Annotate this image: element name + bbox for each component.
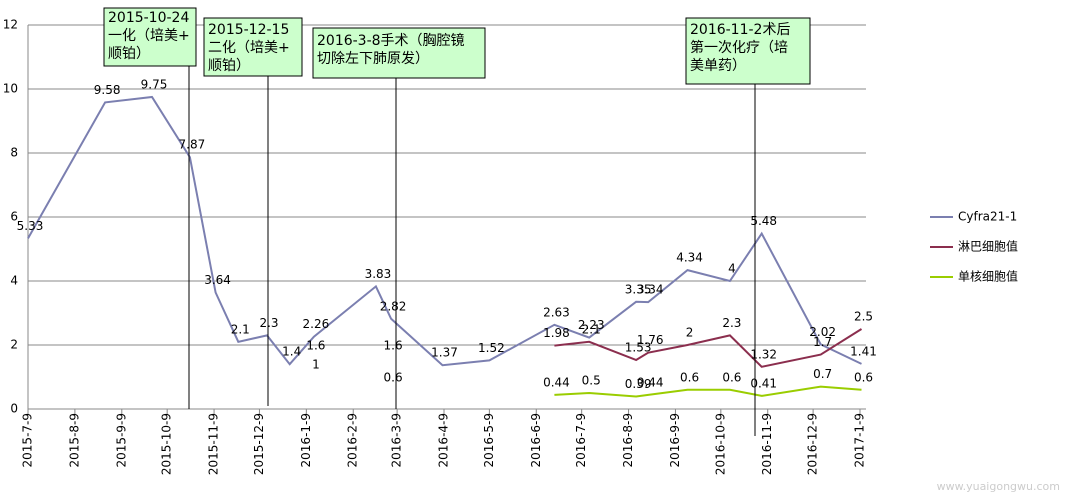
x-tick-label: 2016-6-9 <box>529 413 543 467</box>
data-label: 1.98 <box>543 326 570 340</box>
series-line <box>27 95 862 367</box>
y-tick-label: 8 <box>10 146 18 160</box>
data-label: 2.23 <box>578 318 605 332</box>
x-tick-label: 2015-11-9 <box>207 413 221 475</box>
data-label: 1.32 <box>750 347 777 361</box>
data-label: 3.34 <box>637 283 664 297</box>
annotation-box <box>103 7 197 67</box>
data-label: 1.4 <box>282 345 301 359</box>
watermark: www.yuaigongwu.com <box>937 480 1060 493</box>
series-line <box>554 385 862 398</box>
data-label: 1.37 <box>431 346 458 360</box>
data-label: 1 <box>312 358 320 372</box>
x-tick-label: 2016-9-9 <box>668 413 682 467</box>
data-label: 2 <box>686 326 694 340</box>
data-label: 9.75 <box>141 78 168 92</box>
legend-label: 单核细胞值 <box>958 269 1018 284</box>
data-label: 2.63 <box>543 305 570 319</box>
data-label: 0.6 <box>680 370 699 384</box>
annotation-text: 2015-10-24 <box>108 10 189 26</box>
data-label: 0.44 <box>543 375 570 389</box>
x-tick-label: 2016-4-9 <box>437 413 451 467</box>
y-tick-label: 2 <box>10 338 18 352</box>
data-label: 2.82 <box>380 299 407 313</box>
data-label: 1.7 <box>813 335 832 349</box>
data-label: 0.41 <box>750 376 777 390</box>
x-tick-label: 2016-12-9 <box>806 413 820 475</box>
x-tick-label: 2016-5-9 <box>482 413 496 467</box>
data-label: 0.5 <box>582 374 601 388</box>
annotation-text: 一化（培美+ <box>108 28 190 44</box>
x-tick-label: 2016-1-9 <box>299 413 313 467</box>
data-label: 3.64 <box>204 273 231 287</box>
data-label: 2.1 <box>582 322 601 336</box>
y-tick-label: 12 <box>3 18 18 32</box>
data-label: 2.5 <box>854 310 873 324</box>
data-label: 1.53 <box>625 341 652 355</box>
legend-label: Cyfra21-1 <box>958 210 1017 224</box>
x-tick-label: 2017-1-9 <box>853 413 867 467</box>
annotations: 2015-10-24一化（培美+顺铂）2015-12-15二化（培美+顺铂）20… <box>103 7 811 436</box>
data-label: 3.83 <box>365 267 392 281</box>
annotation-text: 2016-11-2术后 <box>690 22 790 38</box>
data-label: 5.48 <box>750 214 777 228</box>
y-tick-label: 10 <box>3 82 18 96</box>
x-tick-label: 2016-11-9 <box>760 413 774 475</box>
x-tick-label: 2015-12-9 <box>252 413 266 475</box>
data-label: 4.34 <box>676 251 703 265</box>
data-label: 2.1 <box>231 322 250 336</box>
x-tick-label: 2016-10-9 <box>713 413 727 475</box>
y-tick-label: 0 <box>10 402 18 416</box>
annotation-text: 2016-3-8手术（胸腔镜 <box>317 33 465 49</box>
data-label: 1.41 <box>850 344 877 358</box>
annotation-text: 2015-12-15 <box>208 22 289 38</box>
x-tick-label: 2016-7-9 <box>574 413 588 467</box>
data-label: 4 <box>728 262 736 276</box>
data-label: 0.6 <box>384 370 403 384</box>
y-tick-label: 6 <box>10 210 18 224</box>
x-tick-label: 2016-3-9 <box>390 413 404 467</box>
x-tick-label: 2015-8-9 <box>67 413 81 467</box>
annotation-text: 美单药） <box>690 58 746 74</box>
y-tick-label: 4 <box>10 274 18 288</box>
annotation-box <box>203 17 303 77</box>
data-label: 9.58 <box>94 83 121 97</box>
x-tick-label: 2015-10-9 <box>160 413 174 475</box>
annotation-text: 第一次化疗（培 <box>690 39 788 56</box>
data-label: 7.87 <box>179 138 206 152</box>
data-label: 2.3 <box>259 316 278 330</box>
series-line <box>554 328 863 368</box>
data-label: 0.6 <box>722 370 741 384</box>
data-label: 2.3 <box>722 316 741 330</box>
data-label: 0.7 <box>813 367 832 381</box>
data-label: 0.6 <box>854 370 873 384</box>
x-tick-label: 2015-7-9 <box>21 413 35 467</box>
annotation-text: 二化（培美+ <box>208 40 290 56</box>
x-tick-label: 2016-8-9 <box>621 413 635 467</box>
data-label: 3.35 <box>625 282 652 296</box>
data-label: 0.39 <box>625 377 652 391</box>
annotation-text: 切除左下肺原发） <box>317 51 429 67</box>
annotation-box <box>685 17 811 85</box>
data-label: 0.44 <box>637 375 664 389</box>
x-tick-label: 2015-9-9 <box>114 413 128 467</box>
annotation-box <box>312 27 486 79</box>
data-label: 2.02 <box>809 325 836 339</box>
data-label: 1.76 <box>637 333 664 347</box>
data-label: 2.26 <box>303 317 330 331</box>
data-label: 1.52 <box>478 341 505 355</box>
legend-label: 淋巴细胞值 <box>958 239 1018 254</box>
x-tick-label: 2016-2-9 <box>346 413 360 467</box>
annotation-text: 顺铂） <box>108 46 150 62</box>
data-label: 5.33 <box>17 219 44 233</box>
data-label: 1.6 <box>306 338 325 352</box>
annotation-text: 顺铂） <box>208 58 250 74</box>
data-label: 1.6 <box>384 338 403 352</box>
